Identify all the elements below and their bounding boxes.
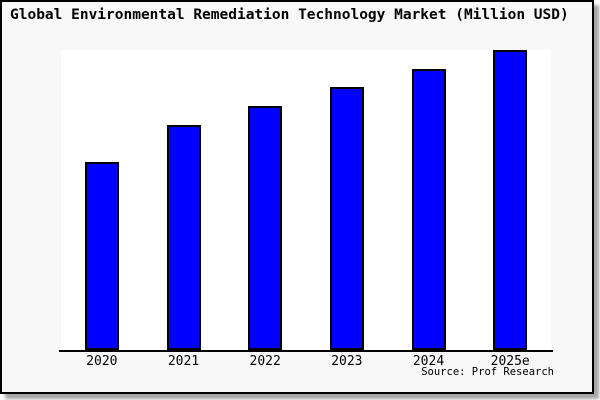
chart-window: Global Environmental Remediation Technol… [0, 0, 594, 394]
x-tick-2024: 2024 [412, 354, 445, 369]
bar-slot [61, 50, 143, 350]
chart-title: Global Environmental Remediation Technol… [10, 7, 569, 23]
bar-2024 [411, 69, 446, 350]
bar-2020 [84, 162, 119, 350]
bar-slot [143, 50, 225, 350]
bar-2022 [248, 106, 283, 350]
bar-2025e [493, 50, 528, 350]
x-tick-2025e: 2025e [490, 354, 530, 369]
bar-slot [469, 50, 551, 350]
bar-2023 [329, 87, 364, 350]
source-note: Source: Prof Research [421, 366, 554, 378]
bar-slot [388, 50, 470, 350]
bar-slot [306, 50, 388, 350]
plot-area [61, 50, 551, 350]
x-tick-2022: 2022 [249, 354, 281, 369]
x-axis-labels: 2020 2021 2022 2023 2024 2025e [61, 354, 551, 369]
x-tick-2023: 2023 [331, 354, 363, 369]
bar-2021 [166, 125, 201, 350]
x-tick-2021: 2021 [167, 354, 200, 369]
x-axis-line [59, 350, 553, 352]
bar-slot [224, 50, 306, 350]
x-tick-2020: 2020 [86, 354, 118, 369]
